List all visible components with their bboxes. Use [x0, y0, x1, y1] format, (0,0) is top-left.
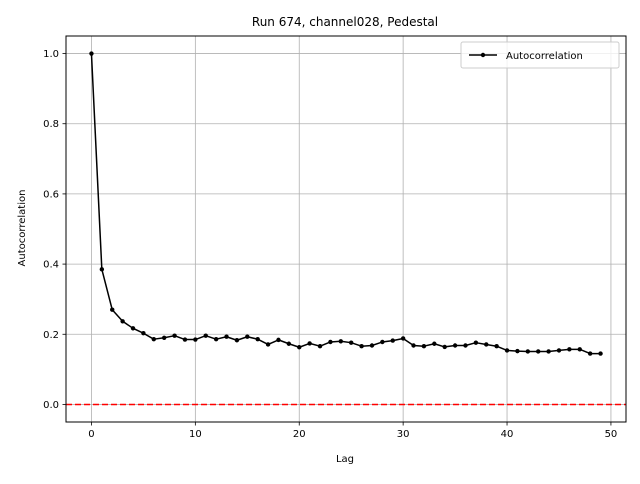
- legend-label: Autocorrelation: [506, 51, 583, 62]
- data-point: [110, 307, 115, 312]
- data-point: [182, 337, 188, 342]
- x-tick-label: 20: [293, 429, 306, 440]
- x-axis-ticks: 0 10 20 30 40 50: [88, 422, 617, 440]
- legend-marker: [480, 52, 486, 58]
- y-tick-label: 1.0: [43, 49, 59, 60]
- data-point: [307, 341, 312, 346]
- data-point: [400, 336, 406, 341]
- data-point: [473, 340, 479, 345]
- data-point: [411, 343, 416, 348]
- data-point: [390, 338, 395, 343]
- data-point: [224, 334, 229, 339]
- data-point: [556, 348, 562, 353]
- data-point: [463, 343, 468, 348]
- data-point: [484, 342, 489, 347]
- data-point: [317, 344, 323, 349]
- x-tick-label: 0: [88, 429, 94, 440]
- data-point: [255, 336, 260, 342]
- data-point: [504, 348, 510, 353]
- y-tick-label: 0.4: [43, 260, 59, 271]
- data-point: [151, 336, 156, 342]
- y-tick-label: 0.2: [43, 330, 59, 341]
- data-point: [89, 51, 94, 56]
- data-point: [297, 345, 302, 350]
- legend: Autocorrelation: [460, 41, 620, 69]
- data-point: [161, 335, 167, 340]
- data-point: [452, 343, 458, 348]
- data-point: [494, 344, 499, 349]
- data-point: [432, 341, 437, 346]
- data-point: [442, 344, 447, 350]
- data-point: [99, 267, 105, 272]
- data-point: [203, 333, 208, 338]
- x-tick-label: 10: [189, 429, 202, 440]
- y-axis-ticks: 0.0 0.2 0.4 0.6 0.8 1.0: [43, 49, 66, 411]
- data-point: [193, 337, 198, 342]
- data-point: [359, 344, 364, 349]
- x-axis-label: Lag: [336, 454, 354, 465]
- data-point: [369, 343, 375, 348]
- data-point: [577, 347, 582, 352]
- data-point: [172, 333, 177, 338]
- data-point: [598, 351, 603, 356]
- series-group: [89, 51, 603, 356]
- legend-box: [460, 41, 620, 69]
- data-point: [141, 331, 146, 336]
- data-point: [525, 349, 531, 354]
- data-point: [234, 338, 240, 343]
- data-point: [245, 334, 250, 339]
- data-point: [328, 339, 333, 345]
- data-point: [276, 337, 281, 343]
- y-axis-label: Autocorrelation: [17, 190, 28, 267]
- data-point: [348, 340, 354, 345]
- y-tick-label: 0.0: [43, 400, 59, 411]
- data-point: [587, 351, 593, 356]
- data-point: [515, 348, 520, 354]
- chart-title: Run 674, channel028, Pedestal: [252, 15, 438, 29]
- data-point: [286, 341, 292, 346]
- data-point: [265, 342, 271, 347]
- plot-frame: [65, 35, 627, 423]
- data-point: [380, 339, 385, 345]
- y-tick-label: 0.8: [43, 119, 59, 130]
- data-point: [421, 344, 427, 349]
- x-tick-label: 30: [397, 429, 410, 440]
- data-point: [130, 326, 136, 331]
- data-point: [213, 336, 219, 342]
- data-point: [536, 349, 541, 354]
- y-tick-label: 0.6: [43, 189, 59, 200]
- data-point: [120, 319, 125, 324]
- x-tick-label: 50: [605, 429, 618, 440]
- x-tick-label: 40: [501, 429, 514, 440]
- data-point: [338, 339, 344, 344]
- data-point: [567, 347, 572, 352]
- data-point: [546, 349, 551, 354]
